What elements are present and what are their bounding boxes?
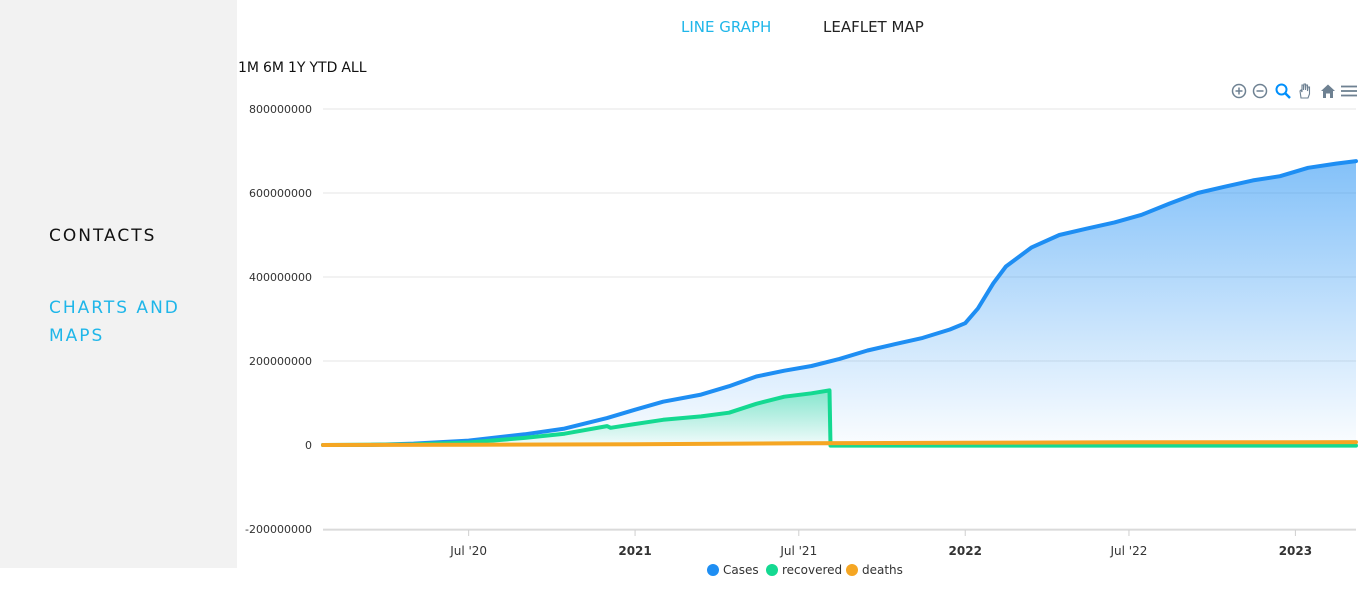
x-tick-label: 2023 xyxy=(1279,544,1312,558)
range-button-ytd[interactable]: YTD xyxy=(309,60,338,76)
range-button-all[interactable]: ALL xyxy=(341,60,367,76)
tab-line-graph[interactable]: LINE GRAPH xyxy=(681,18,772,36)
series-area-cases xyxy=(323,161,1356,445)
legend-marker-recovered[interactable] xyxy=(766,564,778,576)
legend-marker-deaths[interactable] xyxy=(846,564,858,576)
legend: Cases recovered deaths xyxy=(707,563,903,577)
zoom-out-icon[interactable] xyxy=(1251,82,1269,100)
series-line-cases[interactable] xyxy=(321,159,1358,447)
series-line-deaths[interactable] xyxy=(321,440,1358,447)
legend-label-deaths[interactable]: deaths xyxy=(862,563,903,577)
x-tick-label: Jul '22 xyxy=(1110,544,1148,558)
y-axis: 800000000 600000000 400000000 200000000 0 -20… xyxy=(245,103,312,536)
nav-charts-and-maps-link[interactable]: CHARTS AND MAPS xyxy=(49,298,180,346)
y-tick-label: 0 xyxy=(305,439,312,452)
y-tick-label: -200000000 xyxy=(245,523,312,536)
legend-label-cases[interactable]: Cases xyxy=(723,563,759,577)
range-selector: 1M 6M 1Y YTD ALL xyxy=(238,60,371,76)
range-button-1m[interactable]: 1M xyxy=(238,60,259,76)
y-tick-label: 400000000 xyxy=(249,271,312,284)
range-button-6m[interactable]: 6M xyxy=(263,60,284,76)
nav-contacts-link[interactable]: CONTACTS xyxy=(49,226,157,246)
reset-home-icon[interactable] xyxy=(1319,82,1337,100)
y-tick-label: 600000000 xyxy=(249,187,312,200)
x-tick-label: 2022 xyxy=(949,544,982,558)
zoom-in-icon[interactable] xyxy=(1230,82,1248,100)
x-tick-label: 2021 xyxy=(618,544,651,558)
chart-toolbar xyxy=(1230,82,1360,102)
x-tick-label: Jul '21 xyxy=(779,544,817,558)
menu-icon[interactable] xyxy=(1340,82,1358,100)
view-tabs: LINE GRAPH LEAFLET MAP xyxy=(0,18,1366,40)
y-tick-label: 800000000 xyxy=(249,103,312,116)
x-axis: Jul '20 2021 Jul '21 2022 Jul '22 2023 xyxy=(323,529,1356,558)
legend-marker-cases[interactable] xyxy=(707,564,719,576)
series-line-recovered[interactable] xyxy=(321,388,1358,448)
range-button-1y[interactable]: 1Y xyxy=(288,60,306,76)
pan-icon[interactable] xyxy=(1296,82,1314,100)
legend-label-recovered[interactable]: recovered xyxy=(782,563,842,577)
y-tick-label: 200000000 xyxy=(249,355,312,368)
tab-leaflet-map[interactable]: LEAFLET MAP xyxy=(823,18,924,36)
x-tick-label: Jul '20 xyxy=(449,544,487,558)
plot-series xyxy=(321,159,1358,448)
selection-zoom-icon[interactable] xyxy=(1274,82,1292,100)
sidebar: CONTACTS CHARTS AND MAPS xyxy=(0,0,237,568)
